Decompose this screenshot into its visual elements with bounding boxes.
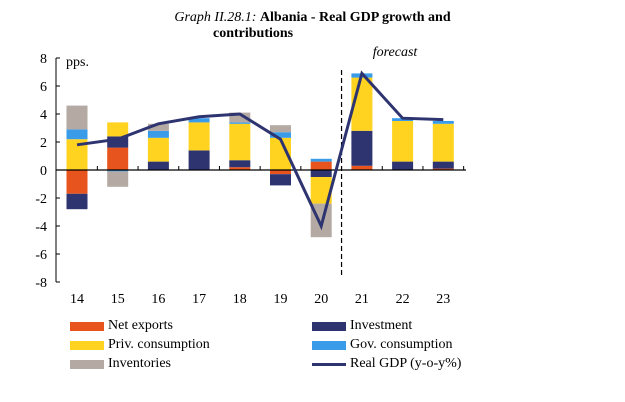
bar-inventories-18 [229,112,251,123]
bar-priv-consumption-17 [188,122,210,151]
bar-priv-consumption-15 [107,122,129,137]
x-tick-label: 14 [70,292,84,307]
x-tick-label: 19 [274,292,288,307]
bar-investment-14 [66,193,88,210]
bar-inventories-16 [147,123,169,131]
bar-priv-consumption-22 [392,121,414,162]
chart-title-line2: contributions [213,26,294,41]
legend-swatch [70,321,104,331]
y-tick-label: 6 [40,80,47,95]
bar-investment-19 [270,174,291,186]
legend-label: Net exports [108,318,173,333]
legend-label: Investment [350,318,413,333]
bar-inventories-19 [270,125,291,133]
legend-swatch [70,340,104,350]
bar-priv-consumption-16 [147,137,169,162]
bar-priv-consumption-20 [310,177,332,204]
bar-net-exports-23 [432,168,454,170]
bar-gov-consumption-16 [147,130,169,138]
bar-inventories-14 [66,105,88,130]
bar-investment-15 [107,136,129,148]
bar-net-exports-20 [310,161,332,170]
x-tick-label: 15 [111,292,125,307]
x-tick-label: 23 [436,292,450,307]
legend-swatch [70,359,104,369]
bar-priv-consumption-18 [229,123,251,161]
bars-group [66,73,454,238]
bar-investment-23 [432,161,454,169]
bar-gov-consumption-18 [229,122,251,124]
x-tick-label: 16 [151,292,165,307]
bar-net-exports-18 [229,167,251,170]
y-tick-label: 8 [40,52,47,67]
y-axis-label: pps. [66,55,89,70]
legend-swatch [312,340,346,350]
bar-gov-consumption-20 [310,158,332,162]
bar-priv-consumption-19 [270,137,291,170]
y-tick-label: -6 [35,248,47,263]
y-tick-label: 4 [40,108,47,123]
bar-investment-17 [188,150,210,170]
x-tick-label: 20 [314,292,328,307]
legend-item-priv-consumption: Priv. consumption [70,337,210,353]
bar-inventories-15 [107,171,129,187]
x-tick-label: 18 [233,292,247,307]
legend-item-investment: Investment [312,318,412,334]
x-tick-label: 21 [355,292,369,307]
bar-investment-20 [310,170,332,177]
legend-label: Inventories [108,356,171,371]
bar-priv-consumption-14 [66,139,88,170]
bar-gov-consumption-15 [107,170,129,172]
bar-investment-18 [229,160,251,168]
bar-gov-consumption-14 [66,129,88,140]
legend-item-net-exports: Net exports [70,318,173,334]
legend-swatch [312,362,346,366]
legend-item-inventories: Inventories [70,356,171,372]
x-tick-label: 17 [192,292,206,307]
forecast-annotation: forecast [373,45,419,60]
bar-net-exports-19 [270,170,291,175]
y-tick-label: -2 [35,192,47,207]
bar-net-exports-21 [351,165,373,170]
bar-investment-16 [147,161,169,170]
real-gdp-line [76,70,444,231]
legend-label: Priv. consumption [108,337,210,352]
bar-gov-consumption-17 [188,118,210,123]
legend-swatch [312,321,346,331]
gdp-line-group [76,70,444,231]
bar-net-exports-14 [66,170,88,194]
legend-label: Gov. consumption [350,337,453,352]
chart-title-prefix: Graph II.28.1: [174,10,257,25]
bar-net-exports-15 [107,147,129,170]
bar-priv-consumption-23 [432,123,454,162]
y-tick-label: -4 [35,220,47,235]
y-tick-label: 0 [40,164,47,179]
chart-title-line1: Albania - Real GDP growth and [259,10,451,25]
bar-gov-consumption-19 [270,132,291,138]
chart-title: Graph II.28.1: Albania - Real GDP growth… [0,10,625,26]
legend-item-gov-consumption: Gov. consumption [312,337,453,353]
bar-gov-consumption-23 [432,121,454,124]
bar-investment-22 [392,161,414,170]
bar-investment-21 [351,130,373,166]
y-tick-label: 2 [40,136,47,151]
x-tick-label: 22 [396,292,410,307]
legend-item-real-gdp-y-o-y: Real GDP (y-o-y%) [312,356,461,372]
legend-label: Real GDP (y-o-y%) [350,356,462,371]
y-tick-label: -8 [35,276,47,291]
